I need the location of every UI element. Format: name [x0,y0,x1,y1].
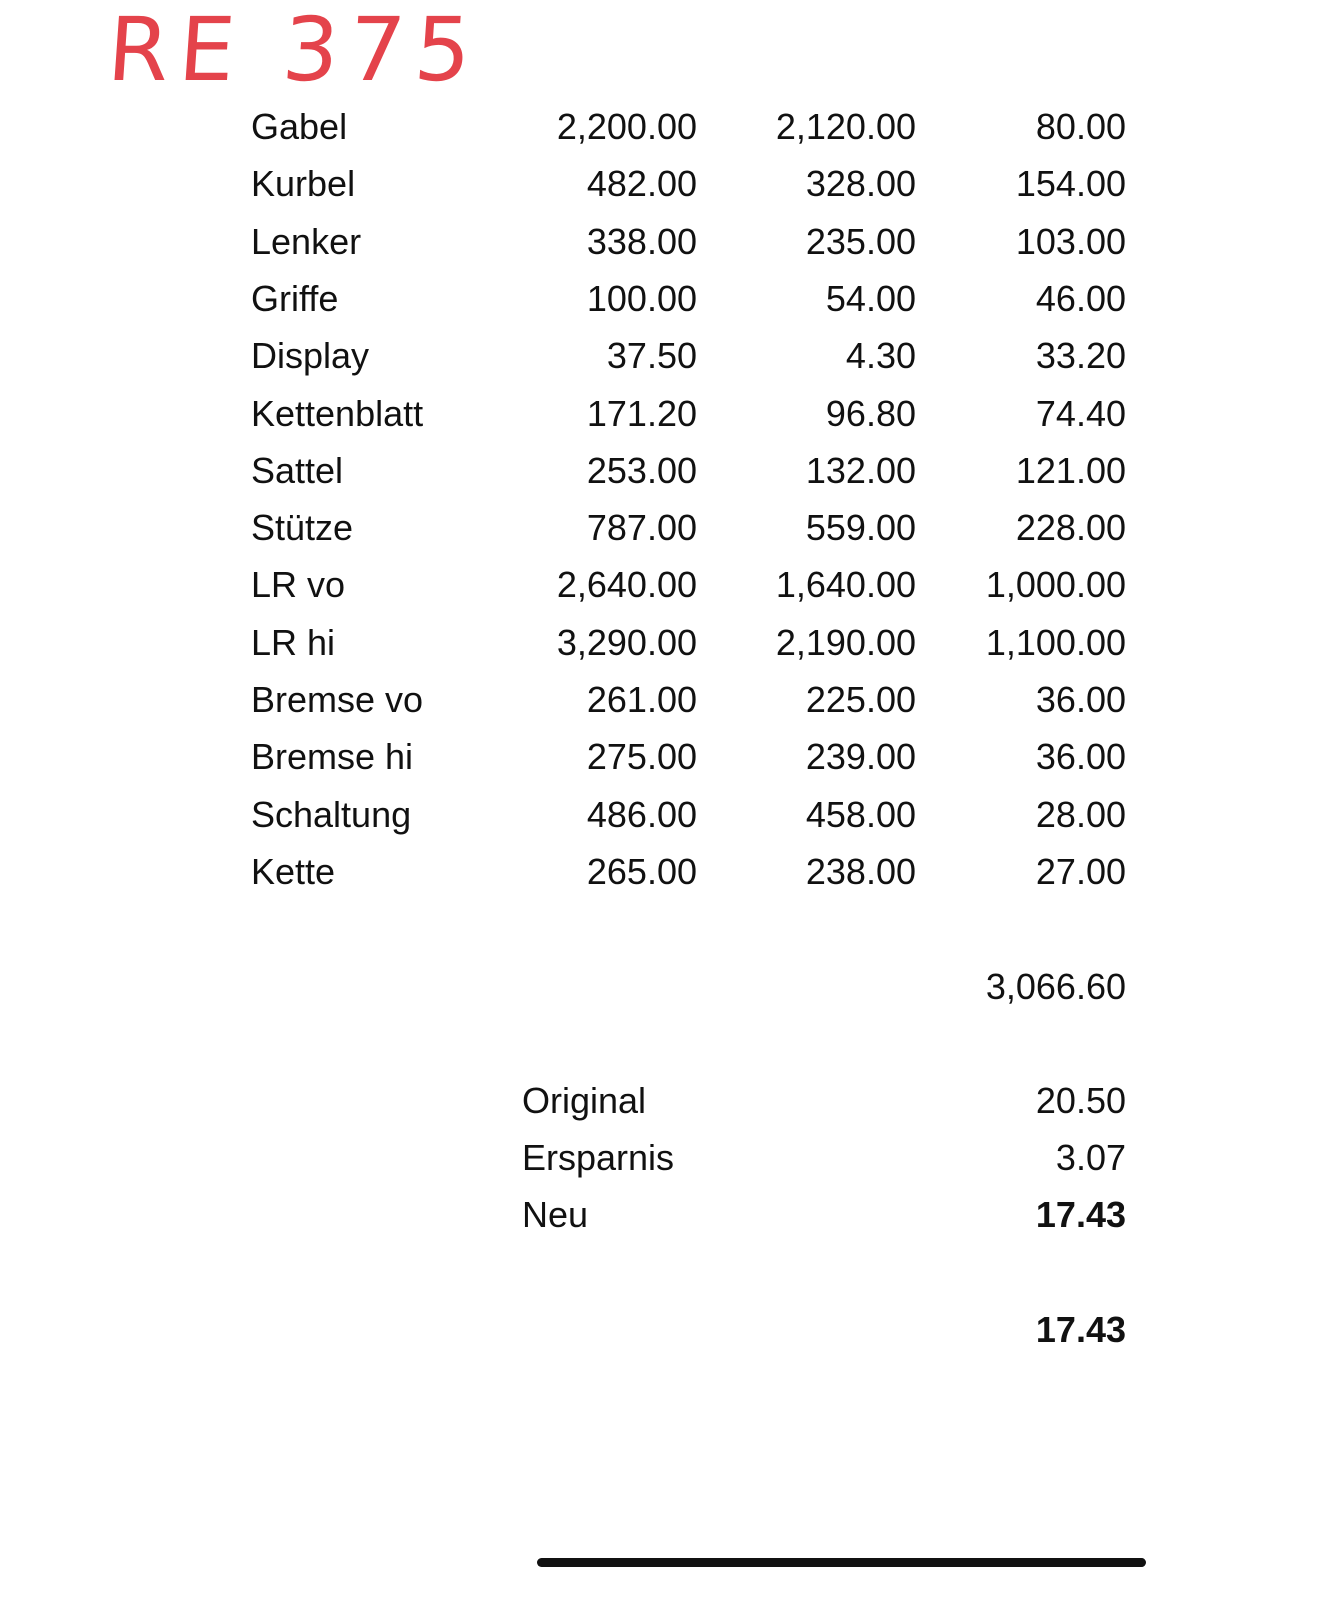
value-col-3: 1,100.00 [985,621,1126,663]
value-col-1: 2,200.00 [556,106,697,147]
table-row: Lenker 338.00 235.00 103.00 [0,217,1335,267]
part-name: LR hi [251,621,336,663]
value-col-1: 486.00 [586,793,697,835]
table-row: Bremse vo 261.00 225.00 36.00 [0,675,1335,725]
total-value: 3,066.60 [985,966,1126,1007]
final-row: 17.43 [0,1305,1335,1355]
table-row: Griffe 100.00 54.00 46.00 [0,274,1335,324]
value-col-2: 96.80 [825,392,916,434]
part-name: Kette [251,850,336,892]
table-row: Stütze 787.00 559.00 228.00 [0,503,1335,553]
value-col-3: 80.00 [1035,106,1126,147]
value-col-2: 2,190.00 [775,621,916,663]
summary-label: Ersparnis [522,1137,675,1178]
value-col-1: 3,290.00 [556,621,697,663]
table-row: Bremse hi 275.00 239.00 36.00 [0,732,1335,782]
table-row: Schaltung 486.00 458.00 28.00 [0,790,1335,840]
part-name: Display [251,335,370,377]
value-col-1: 338.00 [586,220,697,262]
table-row: Kurbel 482.00 328.00 154.00 [0,159,1335,209]
summary-label: Original [522,1080,647,1121]
value-col-1: 253.00 [586,449,697,491]
value-col-3: 154.00 [1015,163,1126,205]
value-col-2: 1,640.00 [775,564,916,606]
part-name: Sattel [251,449,344,491]
value-col-3: 27.00 [1035,850,1126,892]
value-col-2: 238.00 [805,850,916,892]
table-row: Kettenblatt 171.20 96.80 74.40 [0,389,1335,439]
summary-row-neu: Neu 17.43 [0,1190,1335,1240]
value-col-2: 328.00 [805,163,916,205]
value-col-1: 265.00 [586,850,697,892]
part-name: Bremse hi [251,736,414,778]
value-col-3: 33.20 [1035,335,1126,377]
part-name: Bremse vo [251,679,424,720]
value-col-1: 37.50 [606,335,697,377]
part-name: Griffe [251,277,339,319]
table-row: LR vo 2,640.00 1,640.00 1,000.00 [0,560,1335,610]
final-value: 17.43 [1035,1309,1126,1350]
part-name: Schaltung [251,793,412,835]
value-col-3: 228.00 [1015,507,1126,549]
part-name: LR vo [251,564,346,606]
summary-value: 17.43 [1035,1194,1126,1235]
table-row: Display 37.50 4.30 33.20 [0,331,1335,381]
value-col-3: 1,000.00 [985,564,1126,606]
part-name: Lenker [251,220,362,262]
table-row: Kette 265.00 238.00 27.00 [0,847,1335,897]
value-col-1: 100.00 [586,277,697,319]
summary-row-ersparnis: Ersparnis 3.07 [0,1133,1335,1183]
value-col-2: 132.00 [805,449,916,491]
part-name: Kurbel [251,163,356,205]
value-col-3: 36.00 [1035,679,1126,720]
value-col-2: 2,120.00 [775,106,916,147]
value-col-2: 54.00 [825,277,916,319]
value-col-2: 235.00 [805,220,916,262]
value-col-3: 28.00 [1035,793,1126,835]
value-col-1: 261.00 [586,679,697,720]
value-col-3: 36.00 [1035,736,1126,778]
home-indicator[interactable] [537,1558,1146,1567]
summary-value: 3.07 [1055,1137,1126,1178]
value-col-2: 458.00 [805,793,916,835]
value-col-1: 787.00 [586,507,697,549]
total-row: 3,066.60 [0,962,1335,1012]
summary-value: 20.50 [1035,1080,1126,1121]
table-row: Gabel 2,200.00 2,120.00 80.00 [0,102,1335,152]
value-col-2: 239.00 [805,736,916,778]
value-col-3: 74.40 [1035,392,1126,434]
value-col-3: 103.00 [1015,220,1126,262]
table-row: LR hi 3,290.00 2,190.00 1,100.00 [0,618,1335,668]
part-name: Stütze [251,507,354,549]
value-col-1: 482.00 [586,163,697,205]
value-col-1: 171.20 [586,392,697,434]
value-col-3: 121.00 [1015,449,1126,491]
value-col-3: 46.00 [1035,277,1126,319]
handwritten-note: RE 375 [104,0,485,101]
value-col-1: 275.00 [586,736,697,778]
part-name: Gabel [251,106,348,147]
part-name: Kettenblatt [251,392,424,434]
table-row: Sattel 253.00 132.00 121.00 [0,446,1335,496]
summary-label: Neu [522,1194,589,1235]
value-col-1: 2,640.00 [556,564,697,606]
value-col-2: 4.30 [845,335,916,377]
value-col-2: 225.00 [805,679,916,720]
value-col-2: 559.00 [805,507,916,549]
summary-row-original: Original 20.50 [0,1076,1335,1126]
